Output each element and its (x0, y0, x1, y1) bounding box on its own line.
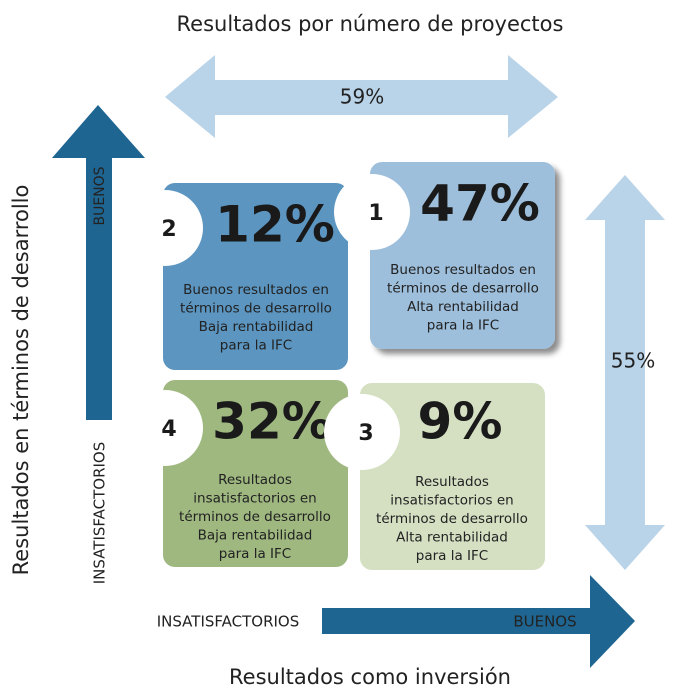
quadrant-text: términos de desarrollo (180, 301, 332, 317)
quadrant-percent: 47% (420, 175, 540, 233)
quadrant-text: Baja rentabilidad (198, 528, 313, 544)
quadrant-box (163, 380, 348, 567)
quadrant-text: Resultados (415, 474, 489, 490)
quadrant-text: Buenos resultados en (390, 262, 536, 278)
vertical-arrow-label: 55% (611, 349, 655, 373)
vertical-arrow (585, 175, 665, 570)
quadrant-text: Baja rentabilidad (199, 319, 314, 335)
quadrant-text: para la IFC (427, 318, 499, 334)
quadrant-text: insatisfactorios en (193, 491, 316, 507)
top-title: Resultados por número de proyectos (177, 12, 564, 36)
quadrant-text: Alta rentabilidad (407, 299, 519, 315)
quadrant-text: Alta rentabilidad (396, 530, 508, 546)
quadrant-text: Resultados (218, 472, 292, 488)
y-low-label: INSATISFACTORIOS (91, 442, 109, 585)
number-badge (127, 190, 203, 266)
quadrant-text: Buenos resultados en (183, 282, 329, 298)
quadrant-percent: 9% (418, 393, 503, 451)
quadrant-box (370, 162, 555, 349)
horizontal-arrow-label: 59% (340, 85, 384, 109)
quadrants: 2 12% Buenos resultados en términos de desa… (127, 162, 555, 570)
left-axis-label: Resultados en términos de desarrollo (9, 185, 33, 576)
quadrant-percent: 32% (212, 393, 332, 451)
number-badge (334, 174, 410, 250)
number-badge (324, 394, 400, 470)
quadrant-text: insatisfactorios en (390, 493, 513, 509)
quadrant-text: términos de desarrollo (179, 509, 331, 525)
quadrant-number: 4 (161, 417, 176, 442)
number-badge (127, 390, 203, 466)
quadrant-text: para la IFC (220, 338, 292, 354)
x-high-label: BUENOS (513, 613, 576, 631)
quadrant-number: 2 (161, 217, 176, 242)
x-arrow (322, 575, 635, 668)
quadrant-box (360, 383, 545, 570)
horizontal-arrow (165, 55, 558, 138)
y-arrow (52, 105, 145, 420)
quadrant-text: para la IFC (416, 548, 488, 564)
quadrant-percent: 12% (215, 196, 335, 254)
quadrant-number: 3 (358, 421, 373, 446)
y-high-label: BUENOS (92, 166, 108, 225)
quadrant-text: términos de desarrollo (376, 511, 528, 527)
bottom-title: Resultados como inversión (229, 665, 511, 689)
quadrant-box (163, 183, 348, 370)
quadrant-text: para la IFC (219, 546, 291, 562)
quadrant-text: términos de desarrollo (387, 281, 539, 297)
x-low-label: INSATISFACTORIOS (157, 613, 300, 631)
quadrant-number: 1 (368, 201, 383, 226)
